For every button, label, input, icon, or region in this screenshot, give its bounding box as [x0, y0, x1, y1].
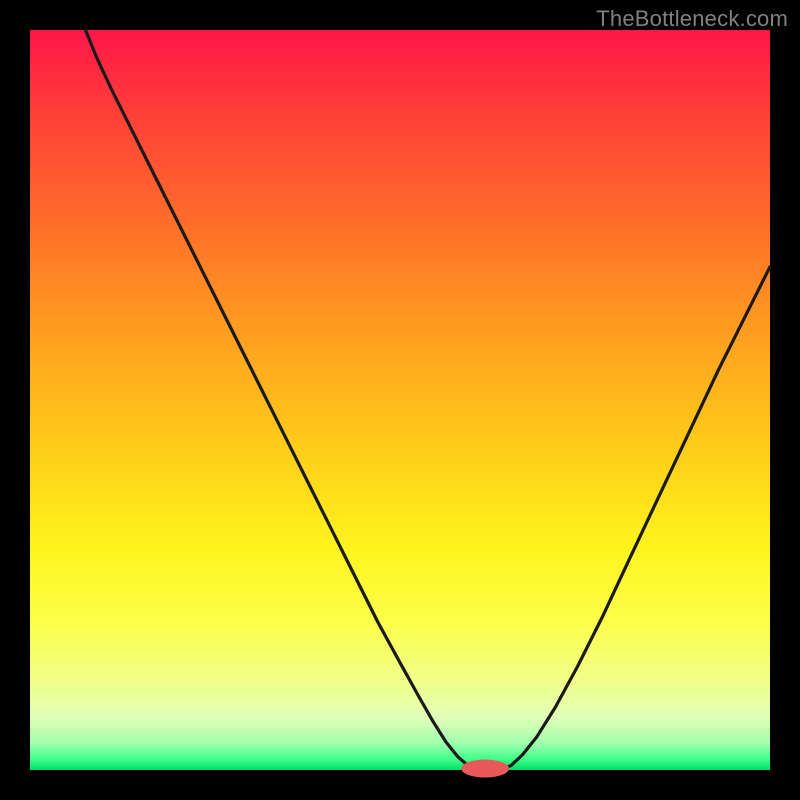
bottleneck-chart [0, 0, 800, 800]
chart-plot-area [30, 30, 770, 770]
optimal-point-marker [461, 760, 509, 778]
chart-frame: TheBottleneck.com [0, 0, 800, 800]
watermark-text: TheBottleneck.com [596, 6, 788, 32]
